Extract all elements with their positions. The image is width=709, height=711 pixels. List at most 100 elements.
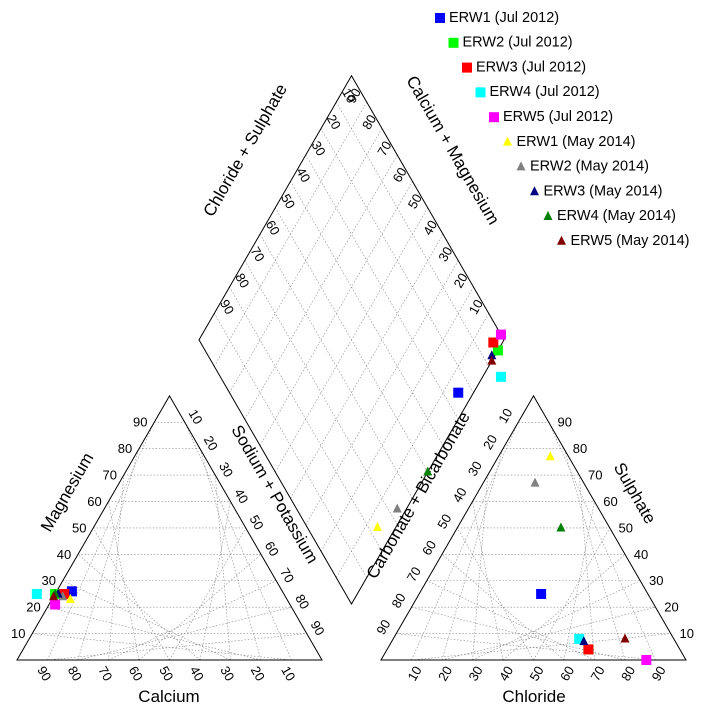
calcium-tick-label: 90 bbox=[34, 663, 54, 683]
legend-marker bbox=[435, 13, 445, 23]
cation-grid-line bbox=[92, 527, 170, 661]
chloride-tick-label: 60 bbox=[557, 663, 577, 683]
chloride-sulphate-tick-label: 20 bbox=[450, 270, 470, 290]
anion-grid-line bbox=[456, 527, 534, 661]
cation-point bbox=[65, 593, 75, 603]
sodium-potassium-tick-label: 10 bbox=[186, 407, 206, 427]
diamond-grid-line bbox=[290, 181, 444, 446]
chloride-sulphate-tick-label: 10 bbox=[466, 297, 486, 317]
sulphate-tick-label: 50 bbox=[619, 520, 633, 535]
legend-label: ERW1 (Jul 2012) bbox=[449, 10, 559, 26]
cation-grid-line bbox=[77, 554, 201, 661]
chloride-tick-label: 90 bbox=[648, 663, 668, 683]
calcium-tick-label: 80 bbox=[65, 663, 85, 683]
data-points bbox=[31, 329, 652, 665]
diamond-point bbox=[372, 522, 382, 532]
calcium-magnesium-tick-label: 30 bbox=[309, 138, 329, 158]
cation-grid-line bbox=[199, 448, 262, 661]
diamond-point bbox=[495, 329, 506, 340]
cation-grid-line bbox=[47, 633, 307, 661]
chloride-tick-label: 30 bbox=[465, 663, 485, 683]
cation-point bbox=[66, 586, 77, 597]
cation-grid-line bbox=[47, 606, 262, 661]
cation-point bbox=[49, 591, 59, 601]
legend-label: ERW1 (May 2014) bbox=[517, 134, 636, 150]
legend-label: ERW2 (May 2014) bbox=[530, 159, 649, 175]
diamond-point bbox=[488, 337, 499, 348]
legend-marker bbox=[557, 235, 566, 245]
magnesium-tick-label: 10 bbox=[11, 626, 25, 641]
diamond-point bbox=[423, 466, 433, 476]
chloride-tick-label: 40 bbox=[496, 663, 516, 683]
calcium-tick-label: 50 bbox=[156, 663, 176, 683]
legend-marker bbox=[475, 87, 486, 98]
anion-point bbox=[579, 636, 589, 646]
cation-point bbox=[59, 588, 70, 599]
tick-labels: 1010101010101010202020202020202030303030… bbox=[11, 86, 694, 684]
diamond-frame bbox=[198, 74, 505, 606]
sulphate-tick-label: 80 bbox=[573, 441, 587, 456]
sodium-potassium-tick-label: 30 bbox=[216, 460, 236, 480]
legend-marker bbox=[530, 186, 539, 196]
anion-grid-line bbox=[563, 501, 595, 661]
anion-grid-line bbox=[472, 580, 641, 661]
carbonate-tick-label: 90 bbox=[373, 617, 393, 637]
anion-grid-line bbox=[563, 448, 626, 661]
magnesium-tick-label: 50 bbox=[72, 520, 86, 535]
diamond-grid-line bbox=[274, 207, 429, 473]
diagram-frames bbox=[16, 74, 687, 661]
diamond-grid-line bbox=[213, 101, 368, 367]
chloride-sulphate-tick-label: 40 bbox=[420, 218, 440, 238]
legend-label: ERW3 (May 2014) bbox=[544, 183, 663, 199]
chloride-sulphate-tick-label: 60 bbox=[389, 165, 409, 185]
diamond-grid-line bbox=[290, 234, 444, 499]
diamond-grid-line bbox=[305, 260, 459, 525]
cation-grid-line bbox=[32, 633, 292, 661]
diamond-grid-line bbox=[320, 286, 474, 552]
diamond-grid-line bbox=[259, 181, 413, 446]
cation-grid-line bbox=[184, 422, 292, 661]
chloride-tick-label: 70 bbox=[587, 663, 607, 683]
diamond-point bbox=[492, 345, 503, 356]
legend-marker bbox=[462, 62, 472, 73]
sodium-potassium-tick-label: 40 bbox=[231, 486, 251, 506]
calcium-tick-label: 70 bbox=[95, 663, 115, 683]
carbonate-tick-label: 10 bbox=[495, 406, 515, 426]
carbonate-tick-label: 60 bbox=[419, 538, 439, 558]
legend-marker bbox=[448, 37, 459, 48]
calcium-magnesium-tick-label: 70 bbox=[248, 244, 268, 264]
calcium-tick-label: 10 bbox=[278, 663, 298, 683]
cation-point bbox=[50, 599, 61, 610]
cation-left-axis-title: Magnesium bbox=[37, 449, 97, 535]
anion-point bbox=[545, 451, 555, 461]
sulphate-tick-label: 60 bbox=[603, 494, 617, 509]
legend-label: ERW4 (May 2014) bbox=[557, 208, 676, 224]
anion-grid-line bbox=[411, 422, 519, 661]
anion-point bbox=[536, 588, 547, 599]
cation-point bbox=[58, 591, 68, 601]
legend-label: ERW5 (May 2014) bbox=[571, 233, 690, 249]
diamond-grid-line bbox=[229, 286, 383, 552]
sulphate-tick-label: 20 bbox=[664, 600, 678, 615]
diamond-grid-line bbox=[305, 154, 459, 420]
anion-point bbox=[583, 644, 594, 655]
sodium-potassium-tick-label: 20 bbox=[201, 433, 221, 453]
calcium-tick-label: 40 bbox=[187, 663, 207, 683]
anion-point bbox=[574, 633, 585, 644]
diamond-point bbox=[487, 350, 497, 360]
diamond-point bbox=[487, 355, 497, 365]
cation-grid-line bbox=[62, 580, 231, 661]
anion-grid-line bbox=[533, 527, 611, 661]
calcium-magnesium-tick-label: 80 bbox=[232, 270, 252, 290]
legend-marker bbox=[516, 161, 526, 171]
anion-bottom-axis-title: Chloride bbox=[502, 687, 565, 706]
anion-point bbox=[530, 477, 540, 487]
calcium-magnesium-tick-label: 40 bbox=[293, 165, 313, 185]
legend-marker bbox=[489, 112, 499, 123]
diamond-left-axis-title: Chloride + Sulphate bbox=[200, 81, 291, 220]
legend-label: ERW2 (Jul 2012) bbox=[463, 35, 573, 51]
cation-grid-line bbox=[199, 501, 231, 661]
calcium-tick-label: 20 bbox=[248, 663, 268, 683]
diamond-grid-line bbox=[335, 101, 490, 367]
anion-point bbox=[620, 633, 630, 643]
